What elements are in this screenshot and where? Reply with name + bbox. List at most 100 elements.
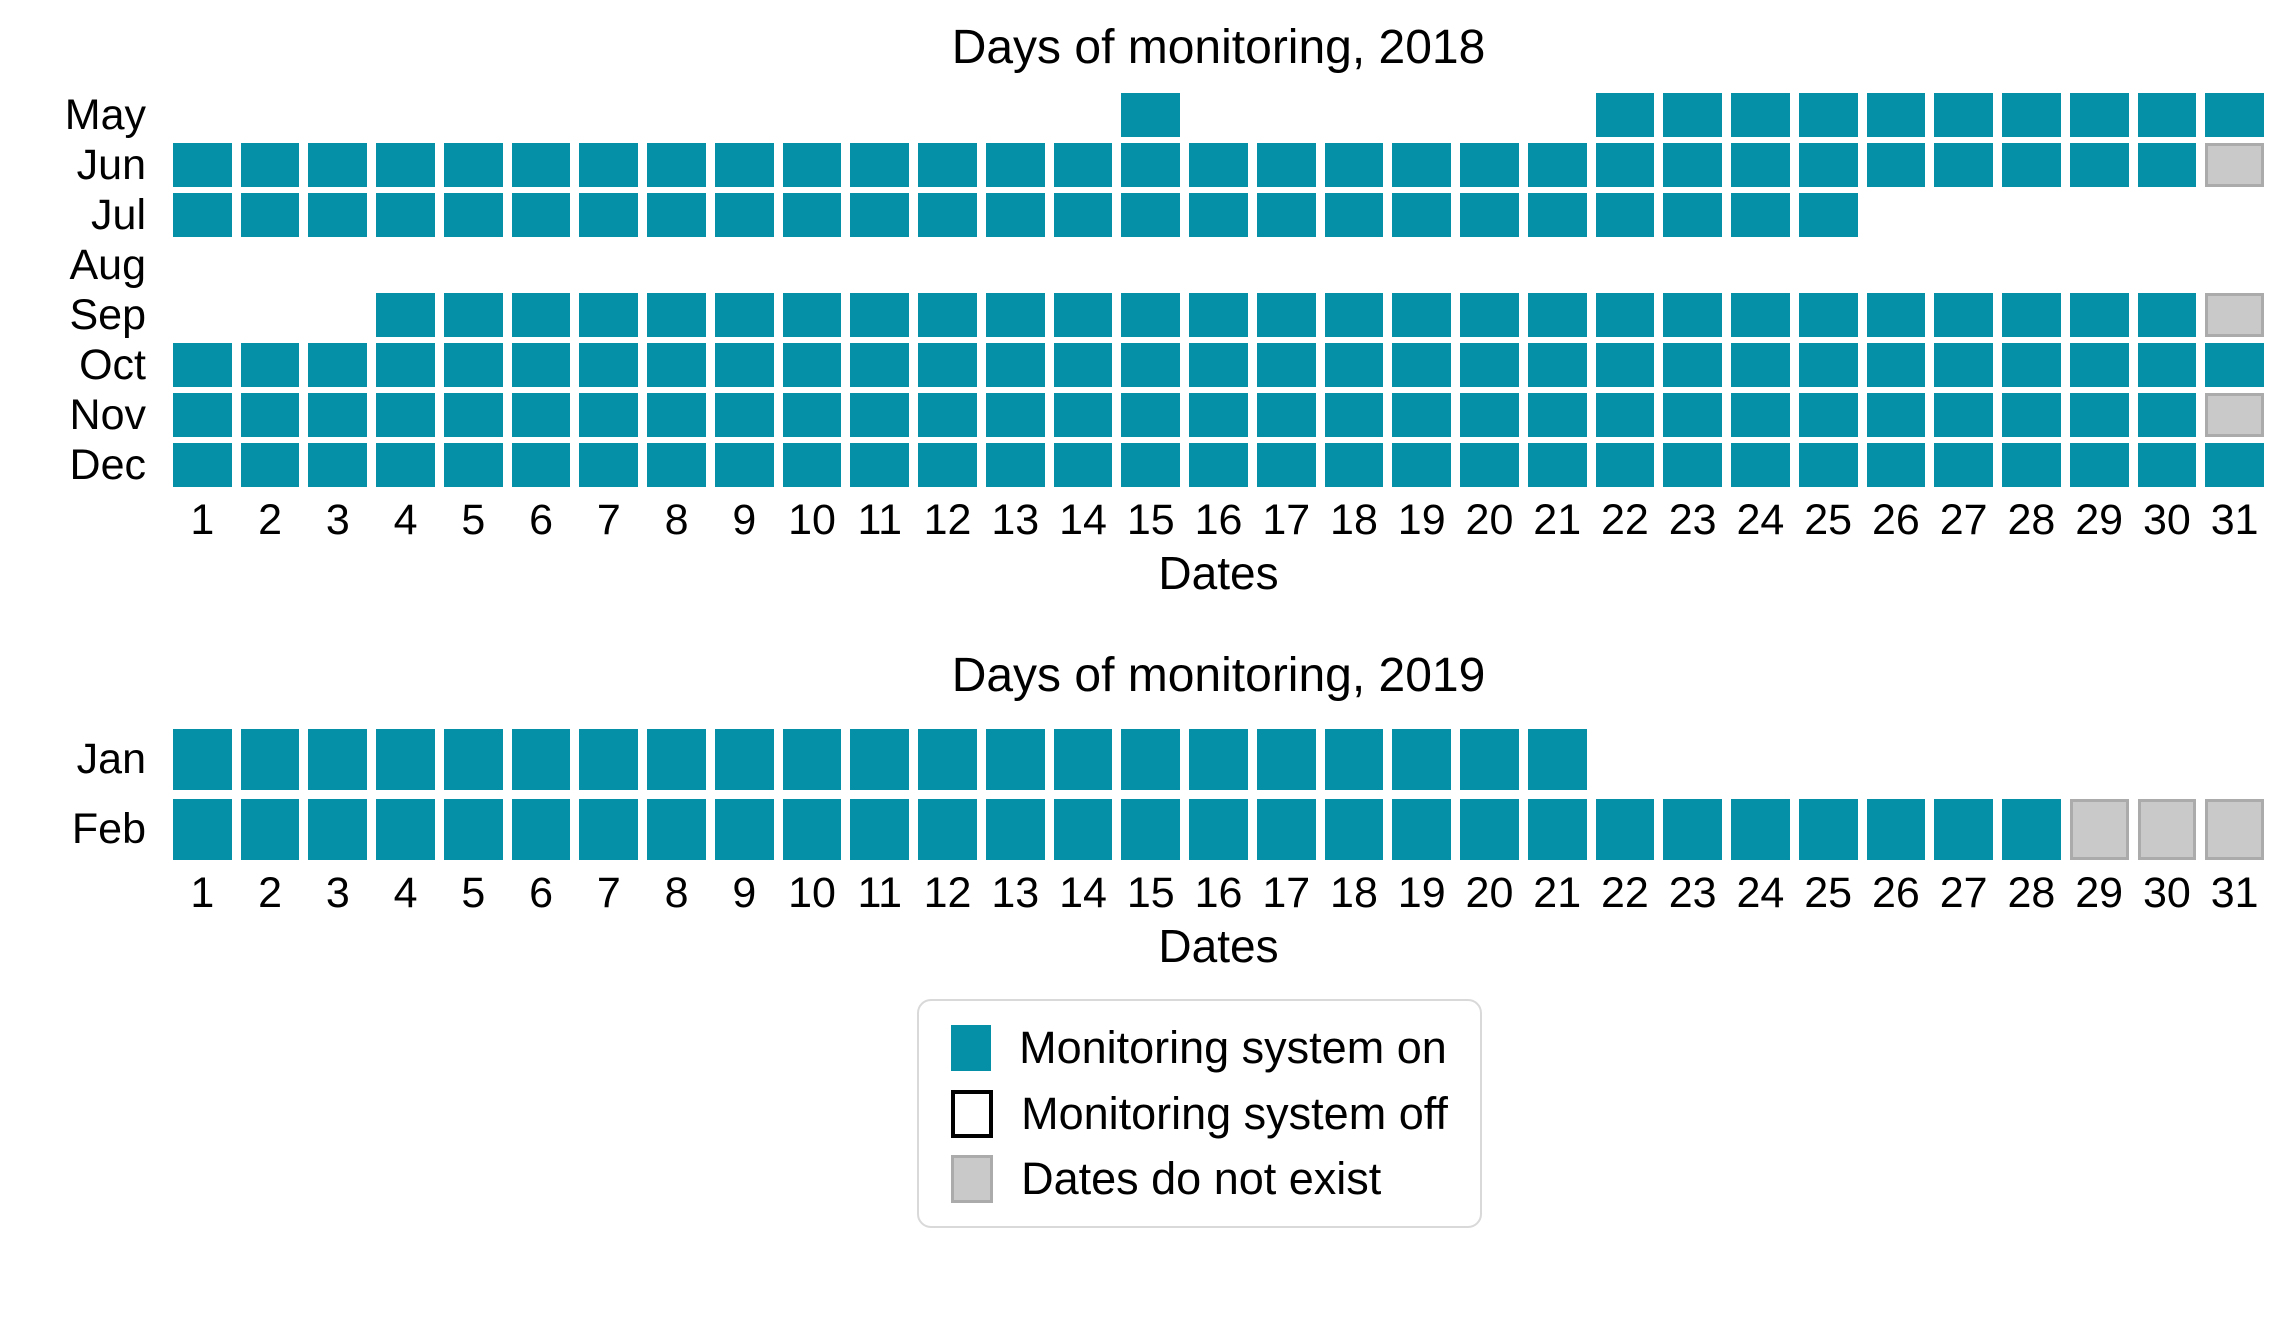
day-cell-aug-12 — [918, 243, 977, 287]
x-tick-label-9: 9 — [732, 869, 757, 918]
day-cell-feb-14 — [1053, 799, 1113, 861]
day-cell-dec-11 — [850, 443, 910, 488]
day-cell-dec-5 — [443, 443, 503, 488]
day-cell-jul-2 — [240, 193, 300, 238]
x-tick-label-7: 7 — [596, 869, 621, 918]
day-cell-may-22 — [1595, 93, 1655, 138]
x-tick-label-23: 23 — [1668, 869, 1717, 918]
day-cell-jun-12 — [918, 143, 977, 188]
day-cell-jun-20 — [1460, 143, 1519, 188]
day-cell-jul-17 — [1256, 193, 1316, 238]
day-cell-oct-31 — [2205, 343, 2264, 388]
day-cell-feb-19 — [1392, 799, 1452, 861]
day-cell-aug-5 — [444, 243, 503, 287]
day-cell-jul-24 — [1731, 193, 1790, 238]
day-cell-feb-13 — [985, 799, 1045, 861]
month-label-jul: Jul — [91, 190, 146, 239]
day-cell-may-30 — [2137, 93, 2197, 138]
day-cell-jul-4 — [376, 193, 435, 238]
day-cell-jan-3 — [308, 729, 368, 791]
day-cell-may-7 — [579, 93, 638, 137]
x-tick-label-24: 24 — [1736, 869, 1785, 918]
day-cell-oct-25 — [1798, 343, 1858, 388]
day-cell-aug-28 — [2002, 243, 2061, 287]
day-cell-may-29 — [2069, 93, 2129, 138]
x-tick-label-21: 21 — [1533, 869, 1582, 918]
day-cell-dec-7 — [579, 443, 639, 488]
day-cell-feb-28 — [2002, 799, 2061, 861]
day-cell-jun-11 — [850, 143, 910, 188]
day-cell-dec-21 — [1527, 443, 1587, 488]
day-cell-nov-17 — [1256, 393, 1316, 438]
day-cell-dec-28 — [2002, 443, 2061, 488]
day-cell-may-5 — [444, 93, 503, 137]
day-cell-aug-31 — [2205, 243, 2264, 287]
x-tick-label-2: 2 — [258, 869, 283, 918]
day-cell-jan-8 — [647, 729, 706, 791]
day-cell-may-11 — [850, 93, 909, 137]
day-cell-jan-6 — [511, 729, 571, 791]
day-cell-oct-3 — [308, 343, 368, 388]
day-cell-sep-26 — [1866, 293, 1926, 338]
day-cell-dec-29 — [2069, 443, 2129, 488]
day-cell-aug-9 — [715, 243, 774, 287]
day-cell-aug-4 — [376, 243, 435, 287]
day-cell-dec-6 — [511, 443, 571, 488]
day-cell-dec-24 — [1731, 443, 1790, 488]
day-cell-aug-25 — [1799, 243, 1858, 287]
x-tick-label-1: 1 — [190, 496, 215, 545]
x-tick-label-26: 26 — [1871, 496, 1920, 545]
x-tick-label-30: 30 — [2142, 869, 2191, 918]
day-cell-jan-27 — [1934, 729, 1993, 790]
day-cell-dec-10 — [782, 443, 842, 488]
month-label-dec: Dec — [69, 440, 146, 489]
day-cell-oct-16 — [1189, 343, 1248, 388]
day-cell-oct-6 — [511, 343, 571, 388]
day-cell-sep-21 — [1527, 293, 1587, 338]
day-cell-jun-7 — [579, 143, 639, 188]
x-tick-label-19: 19 — [1397, 869, 1446, 918]
x-tick-label-10: 10 — [788, 496, 836, 545]
x-tick-label-6: 6 — [529, 496, 554, 545]
day-cell-sep-27 — [1934, 293, 1994, 338]
day-cell-nov-6 — [511, 393, 571, 438]
x-tick-label-27: 27 — [1939, 869, 1988, 918]
x-tick-label-28: 28 — [2007, 869, 2056, 918]
day-cell-jul-22 — [1595, 193, 1655, 238]
day-cell-jan-31 — [2205, 729, 2264, 790]
legend-swatch-nonexistent — [951, 1155, 994, 1204]
day-cell-nov-12 — [918, 393, 977, 438]
day-cell-oct-22 — [1595, 343, 1655, 388]
day-cell-nov-14 — [1053, 393, 1113, 438]
day-cell-jul-12 — [918, 193, 977, 238]
day-cell-jun-19 — [1392, 143, 1452, 188]
day-cell-jun-18 — [1324, 143, 1384, 188]
day-cell-aug-23 — [1663, 243, 1722, 287]
day-cell-nov-3 — [308, 393, 368, 438]
day-cell-jun-27 — [1934, 143, 1994, 188]
day-cell-jan-9 — [714, 729, 774, 791]
x-tick-label-16: 16 — [1194, 496, 1243, 545]
day-cell-jun-10 — [782, 143, 842, 188]
day-cell-nov-19 — [1392, 393, 1452, 438]
day-cell-aug-11 — [850, 243, 909, 287]
day-cell-jul-8 — [647, 193, 706, 238]
x-tick-label-13: 13 — [991, 869, 1040, 918]
day-cell-dec-18 — [1324, 443, 1384, 488]
day-cell-may-1 — [173, 93, 232, 137]
day-cell-jun-31 — [2205, 143, 2264, 188]
x-tick-label-17: 17 — [1262, 496, 1311, 545]
x-axis-2018: 1 2 3 4 5 6 7 8 9 10 11 12 13 14 15 16 17 18 19 20 21 22 23 24 2… — [14, 499, 2264, 542]
day-cell-nov-15 — [1121, 393, 1181, 438]
day-cell-may-20 — [1460, 93, 1519, 137]
day-cell-aug-24 — [1731, 243, 1790, 287]
day-cell-jan-24 — [1731, 729, 1790, 790]
day-cell-sep-24 — [1731, 293, 1790, 338]
x-tick-label-18: 18 — [1330, 496, 1378, 545]
day-cell-jul-21 — [1527, 193, 1587, 238]
day-cell-jul-25 — [1798, 193, 1858, 238]
day-cell-sep-2 — [241, 293, 300, 337]
day-cell-nov-2 — [240, 393, 300, 438]
day-cell-jan-16 — [1189, 729, 1248, 791]
day-cell-dec-22 — [1595, 443, 1655, 488]
